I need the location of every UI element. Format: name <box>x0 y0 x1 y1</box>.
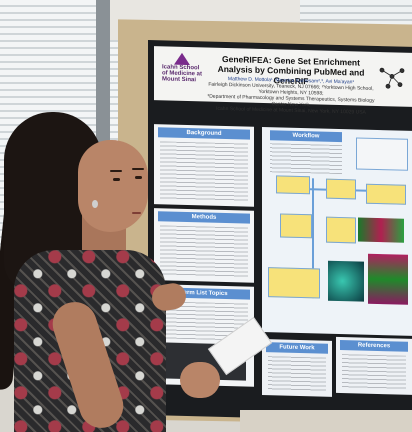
microscopy-images <box>358 217 404 243</box>
research-poster: Icahn School of Medicine at Mount Sinai … <box>148 40 412 423</box>
poster-authors: Matthew D. Mottola¹, Mounica Kamesam²,³,… <box>206 76 376 116</box>
panel-text-block <box>270 143 342 175</box>
network-image <box>328 260 364 302</box>
person-eyebrow <box>110 170 122 172</box>
molecule-network-icon <box>379 67 405 89</box>
logo-text: Icahn School of Medicine at Mount Sinai <box>162 64 203 84</box>
workflow-note <box>356 137 408 171</box>
person-earring <box>92 200 98 208</box>
panel-heading: References <box>340 340 408 352</box>
panel-heading: Future Work <box>266 342 328 354</box>
panel-text-block <box>268 356 326 393</box>
panel-text-block <box>342 354 406 391</box>
future-work-panel: Future Work <box>262 338 332 397</box>
institution-logo: Icahn School of Medicine at Mount Sinai <box>162 52 202 97</box>
panel-text-block <box>160 225 248 279</box>
workflow-step <box>280 213 312 239</box>
background-panel: Background <box>154 124 254 207</box>
workflow-step <box>276 175 310 195</box>
workflow-step <box>366 183 406 205</box>
panel-heading: Workflow <box>270 130 342 143</box>
person-eye <box>135 176 142 179</box>
references-panel: References <box>336 336 412 395</box>
logo-mark-icon <box>174 52 190 66</box>
panel-heading: Background <box>158 127 250 140</box>
table-surface <box>240 410 412 432</box>
person-mouth <box>132 212 141 214</box>
person-face <box>78 140 148 232</box>
panel-text-block <box>160 141 248 203</box>
person-eyebrow <box>132 168 144 170</box>
panel-heading: Methods <box>158 211 250 224</box>
microscopy-images <box>368 253 408 305</box>
poster-header: Icahn School of Medicine at Mount Sinai … <box>154 46 412 116</box>
workflow-panel: Workflow <box>262 126 412 336</box>
methods-panel: Methods <box>154 208 254 283</box>
workflow-step <box>268 267 320 299</box>
workflow-step <box>326 216 356 244</box>
person-eye <box>113 178 120 181</box>
person-hand <box>180 362 220 398</box>
workflow-step <box>326 178 356 200</box>
